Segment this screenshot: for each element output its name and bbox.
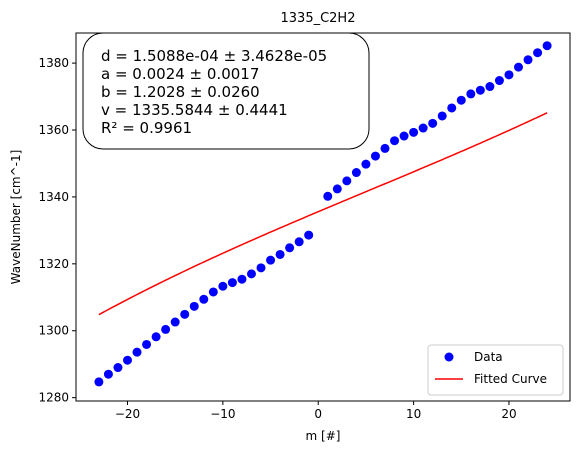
x-tick-label: 20 xyxy=(501,407,516,421)
data-point xyxy=(275,249,285,259)
data-point xyxy=(514,62,523,72)
data-point xyxy=(227,278,237,288)
y-tick-label: 1300 xyxy=(38,324,69,338)
legend-box xyxy=(427,344,564,396)
data-point xyxy=(380,143,390,153)
data-point xyxy=(332,184,342,194)
y-tick-label: 1320 xyxy=(38,257,69,271)
y-axis-ticks: 1280 1300 1320 1340 1360 1380 xyxy=(38,56,76,405)
y-tick-label: 1380 xyxy=(38,56,69,70)
data-point xyxy=(456,95,466,105)
data-point xyxy=(475,85,485,95)
fit-annotation: d = 1.5088e-04 ± 3.4628e-05 a = 0.0024 ±… xyxy=(82,32,370,150)
annotation-line-b: b = 1.2028 ± 0.0260 xyxy=(101,83,260,101)
legend-label-data: Data xyxy=(474,350,503,364)
data-point xyxy=(342,176,352,186)
data-point xyxy=(246,269,256,279)
data-point xyxy=(494,76,504,86)
x-axis-ticks: −20 −10 0 10 20 xyxy=(115,401,517,421)
data-point xyxy=(208,287,218,297)
annotation-box xyxy=(82,32,370,150)
y-tick-label: 1340 xyxy=(38,190,69,204)
data-point xyxy=(170,317,180,327)
data-point xyxy=(323,191,333,201)
data-point xyxy=(437,111,447,121)
data-point xyxy=(304,230,314,240)
data-point xyxy=(504,70,514,80)
data-point xyxy=(285,243,295,253)
data-point xyxy=(218,281,228,291)
annotation-line-d: d = 1.5088e-04 ± 3.4628e-05 xyxy=(101,47,327,65)
data-point xyxy=(123,355,132,365)
data-point xyxy=(390,136,400,146)
chart-title: 1335_C2H2 xyxy=(281,11,356,26)
data-point xyxy=(533,48,543,58)
x-tick-label: 10 xyxy=(406,407,421,421)
legend-label-fit: Fitted Curve xyxy=(474,372,547,386)
x-tick-label: −10 xyxy=(210,407,235,421)
y-axis-label: WaveNumber [cm^-1] xyxy=(9,150,23,285)
data-point xyxy=(351,168,361,178)
data-point xyxy=(466,89,476,99)
data-point xyxy=(94,377,104,387)
data-point xyxy=(485,82,495,92)
data-point xyxy=(103,369,113,379)
data-point xyxy=(142,339,152,349)
x-axis-label: m [#] xyxy=(306,429,341,443)
data-point xyxy=(523,55,533,65)
plot-marks xyxy=(94,41,552,387)
data-point xyxy=(161,324,171,334)
y-tick-label: 1280 xyxy=(38,391,69,405)
data-point xyxy=(361,159,371,169)
data-point xyxy=(409,127,419,137)
data-point xyxy=(266,255,276,265)
annotation-line-r2: R² = 0.9961 xyxy=(101,119,192,137)
legend-marker-data xyxy=(444,352,454,362)
data-point xyxy=(428,118,438,128)
annotation-line-a: a = 0.0024 ± 0.0017 xyxy=(101,65,259,83)
data-point xyxy=(180,309,190,319)
annotation-line-v: v = 1335.5844 ± 0.4441 xyxy=(101,101,288,119)
data-point xyxy=(256,263,266,273)
data-point xyxy=(399,131,409,141)
data-point xyxy=(132,347,142,357)
x-tick-label: −20 xyxy=(115,407,140,421)
data-point xyxy=(418,123,428,133)
fitted-curve-line xyxy=(98,112,548,316)
data-point xyxy=(189,301,199,311)
data-point xyxy=(542,41,552,51)
data-point xyxy=(199,294,209,304)
y-tick-label: 1360 xyxy=(38,123,69,137)
data-point xyxy=(370,151,380,161)
data-point xyxy=(447,103,457,113)
data-point xyxy=(113,363,123,373)
data-point xyxy=(151,332,161,342)
data-point xyxy=(237,274,247,284)
legend: Data Fitted Curve xyxy=(427,344,564,396)
data-point xyxy=(294,237,304,247)
x-tick-label: 0 xyxy=(314,407,322,421)
